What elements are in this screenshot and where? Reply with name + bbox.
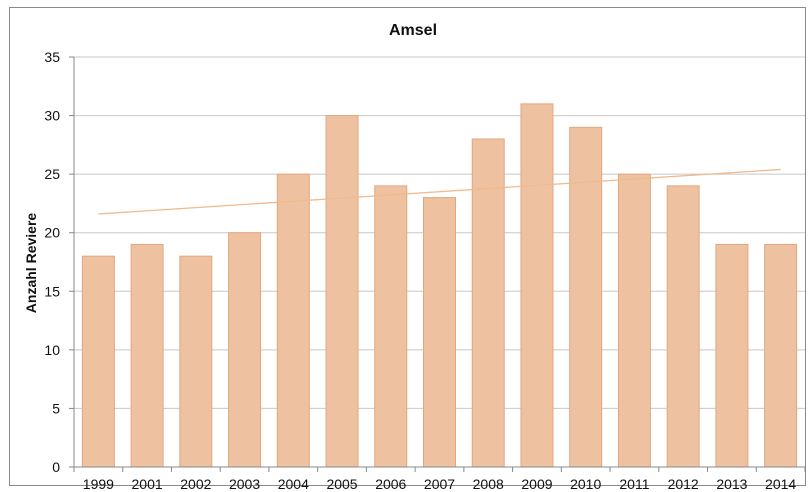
bar-2008	[471, 138, 505, 468]
bar-2011	[617, 173, 651, 468]
x-tick-label-2010: 2010	[570, 476, 601, 492]
y-tick-label-5: 5	[52, 400, 60, 416]
x-tick-label-2011: 2011	[619, 476, 649, 492]
axes	[69, 56, 806, 472]
bar-2013	[715, 243, 749, 468]
x-tick-label-2013: 2013	[716, 476, 747, 492]
y-tick-label-15: 15	[44, 283, 60, 299]
y-tick-label-35: 35	[44, 49, 60, 65]
x-tick-label-2007: 2007	[424, 476, 455, 492]
trendline-path	[98, 168, 781, 215]
y-tick-label-0: 0	[52, 459, 60, 475]
bar-2010	[569, 126, 603, 468]
bar-2005	[325, 115, 359, 468]
y-tick-label-10: 10	[44, 342, 60, 358]
bar-2012	[666, 185, 700, 468]
bar-2001	[130, 243, 164, 468]
x-tick-label-2004: 2004	[278, 476, 309, 492]
bar-2006	[374, 185, 408, 468]
y-tick-label-30: 30	[44, 108, 60, 124]
x-tick-labels: 1999 2001 2002 2003 2004 2005 2006 2007 2008 2009…	[83, 476, 797, 492]
bar-2003	[228, 232, 262, 468]
x-tick-label-1999: 1999	[83, 476, 114, 492]
bar-2002	[179, 255, 213, 468]
x-tick-label-2006: 2006	[375, 476, 406, 492]
bar-2004	[276, 173, 310, 468]
x-tick-label-2003: 2003	[229, 476, 260, 492]
x-tick-label-2005: 2005	[326, 476, 357, 492]
y-tick-label-25: 25	[44, 166, 60, 182]
x-tick-label-2008: 2008	[473, 476, 504, 492]
x-tick-label-2012: 2012	[668, 476, 699, 492]
chart-title: Amsel	[389, 22, 437, 39]
bar-2009	[520, 103, 554, 468]
y-axis-label: Anzahl Reviere	[23, 213, 39, 314]
x-tick-label-2002: 2002	[180, 476, 211, 492]
y-tick-labels: 0 5 10 15 20 25 30 35	[44, 49, 60, 475]
bar-2014	[764, 243, 798, 468]
x-tick-label-2009: 2009	[521, 476, 552, 492]
x-tick-label-2014: 2014	[765, 476, 796, 492]
bar-2007	[423, 197, 456, 468]
x-tick-label-2001: 2001	[132, 476, 163, 492]
trendline	[98, 168, 781, 215]
y-tick-label-20: 20	[44, 225, 60, 241]
bar-1999	[81, 255, 115, 468]
bars	[81, 103, 798, 468]
